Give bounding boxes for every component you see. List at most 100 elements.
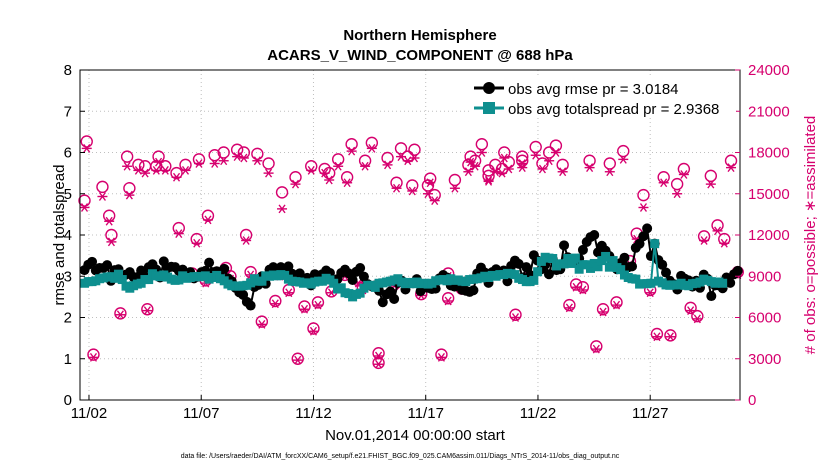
asterisk-stroke xyxy=(375,359,383,369)
assimilated-obs-marker xyxy=(202,215,213,225)
asterisk-stroke xyxy=(707,179,715,189)
assimilated-obs-marker xyxy=(191,238,202,248)
totalspread-data-point xyxy=(567,258,577,268)
rmse-data-point xyxy=(389,293,400,304)
asterisk-stroke xyxy=(720,238,728,248)
asterisk-stroke xyxy=(107,237,115,247)
asterisk-stroke xyxy=(511,313,520,322)
assimilated-obs-marker xyxy=(382,160,393,170)
possible-obs-marker xyxy=(239,228,253,242)
y2-axis-ticks: 0 3000 6000 9000 12000 15000 18000 21000 24000 xyxy=(735,62,790,409)
assimilated-obs-marker xyxy=(564,303,575,313)
asterisk-stroke xyxy=(321,168,329,178)
asterisk-stroke xyxy=(485,175,493,185)
asterisk-stroke xyxy=(325,175,333,185)
asterisk-stroke xyxy=(660,178,668,188)
possible-obs-marker xyxy=(251,147,264,161)
totalspread-data-point xyxy=(529,275,539,285)
asterisk-stroke xyxy=(343,178,351,188)
asterisk-stroke xyxy=(83,143,91,153)
possible-obs-marker xyxy=(441,292,455,305)
assimilated-obs-marker xyxy=(292,355,303,365)
assimilated-obs-marker xyxy=(463,167,474,177)
assimilated-obs-marker xyxy=(333,161,344,171)
asterisk-stroke xyxy=(89,352,98,362)
y2-tick-label: 15000 xyxy=(748,186,790,203)
assimilated-obs-marker xyxy=(153,157,164,167)
asterisk-stroke xyxy=(143,306,151,316)
asterisk-stroke xyxy=(572,282,580,292)
y2-tick-label: 3000 xyxy=(748,351,781,368)
assimilated-obs-marker xyxy=(422,189,433,199)
asterisk-stroke xyxy=(431,196,439,206)
y2-tick-label: 24000 xyxy=(748,62,790,79)
asterisk-stroke xyxy=(271,299,279,309)
asterisk-stroke xyxy=(397,152,405,162)
asterisk-stroke xyxy=(300,304,309,314)
rmse-data-point xyxy=(577,244,588,255)
rmse-data-point xyxy=(706,291,717,302)
possible-obs-marker xyxy=(102,209,116,222)
possible-obs-marker xyxy=(724,154,738,167)
totalspread-data-point xyxy=(563,254,573,264)
possible-obs-marker xyxy=(408,143,421,156)
rmse-data-point xyxy=(521,262,532,273)
asterisk-stroke xyxy=(392,183,401,193)
asterisk-stroke xyxy=(172,172,181,182)
data-file-footnote: data file: /Users/raeder/DAI/ATM_forcXX/… xyxy=(181,453,620,460)
asterisk-stroke xyxy=(619,154,627,164)
totalspread-data-point xyxy=(718,278,728,288)
possible-obs-marker xyxy=(138,160,152,173)
possible-obs-marker xyxy=(289,171,302,184)
possible-obs-marker xyxy=(650,327,664,341)
asterisk-stroke xyxy=(612,300,621,310)
rmse-data-point xyxy=(543,269,554,280)
assimilated-obs-marker xyxy=(88,352,99,362)
rmse-data-point xyxy=(87,256,98,267)
asterisk-stroke xyxy=(485,176,493,186)
chart-subtitle: ACARS_V_WIND_COMPONENT @ 688 hPa xyxy=(267,47,573,64)
assimilated-obs-marker xyxy=(407,186,418,196)
asterisk-stroke xyxy=(680,170,688,179)
possible-obs-marker xyxy=(172,221,185,235)
assimilated-obs-marker xyxy=(678,170,689,179)
asterisk-stroke xyxy=(278,204,286,214)
possible-obs-marker xyxy=(583,154,596,167)
possible-obs-marker xyxy=(365,136,379,150)
legend-spread-label: obs avg totalspread pr = 2.9368 xyxy=(508,101,719,118)
asterisk-stroke xyxy=(673,189,681,199)
rmse-data-point xyxy=(355,263,366,273)
assimilated-obs-marker xyxy=(346,146,357,156)
assimilated-obs-marker xyxy=(180,165,191,175)
rmse-data-point xyxy=(102,260,113,271)
assimilated-obs-marker xyxy=(591,344,602,354)
possible-obs-marker xyxy=(670,177,684,191)
assimilated-obs-marker xyxy=(712,226,723,236)
y-tick-label: 5 xyxy=(64,186,72,203)
possible-obs-marker xyxy=(549,139,563,152)
asterisk-stroke xyxy=(410,153,419,163)
asterisk-stroke xyxy=(240,153,248,163)
possible-obs-marker xyxy=(424,172,437,185)
asterisk-stroke xyxy=(152,165,160,175)
assimilated-obs-marker xyxy=(425,178,436,188)
assimilated-obs-marker xyxy=(373,359,384,369)
possible-obs-marker xyxy=(358,154,372,167)
asterisk-stroke xyxy=(307,165,315,175)
assimilated-obs-marker xyxy=(483,175,494,185)
asterisk-stroke xyxy=(579,285,587,295)
possible-obs-marker xyxy=(262,157,275,170)
assimilated-obs-marker xyxy=(160,165,171,175)
totalspread-data-point xyxy=(593,262,603,272)
possible-obs-marker xyxy=(637,188,650,202)
assimilated-obs-marker xyxy=(436,352,447,362)
y2-tick-label: 6000 xyxy=(748,310,781,327)
y-tick-label: 2 xyxy=(64,310,72,327)
possible-obs-marker xyxy=(475,138,489,151)
y2-tick-label: 12000 xyxy=(748,227,790,244)
y2-tick-label: 9000 xyxy=(748,268,781,285)
asterisk-stroke xyxy=(646,288,654,298)
possible-obs-marker xyxy=(87,348,100,361)
asterisk-stroke xyxy=(294,355,302,365)
totalspread-data-point xyxy=(616,265,626,275)
